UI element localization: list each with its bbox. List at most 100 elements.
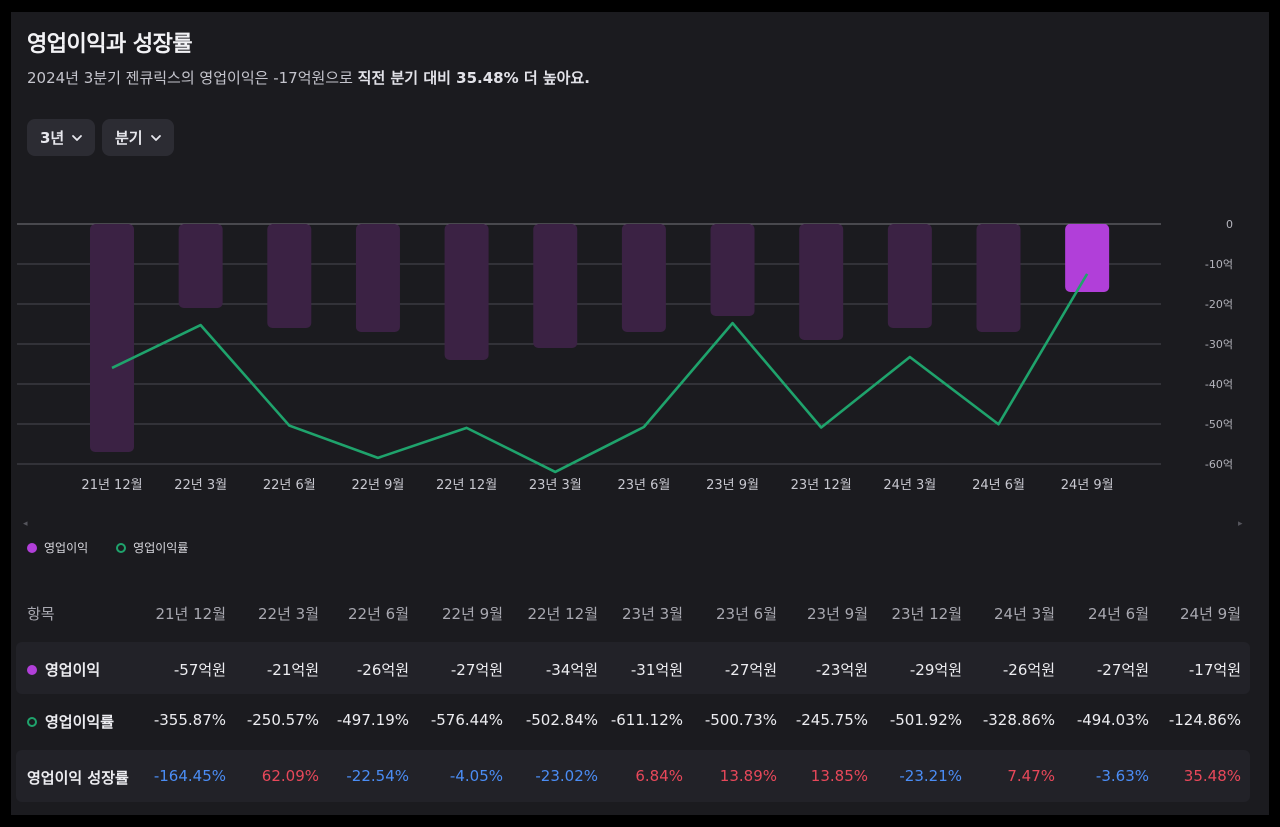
table-cell: -245.75% (795, 711, 868, 729)
table-cell: -31억원 (630, 661, 683, 679)
table-cell: -27억원 (1096, 661, 1149, 679)
table-cell: 35.48% (1183, 767, 1241, 785)
legend-label: 영업이익 (44, 541, 89, 555)
page-title: 영업이익과 성장률 (27, 32, 193, 57)
table-header-cell: 23년 6월 (716, 605, 777, 623)
bar-operating-income (710, 224, 755, 316)
x-tick-label: 23년 12월 (791, 478, 852, 493)
x-tick-label: 23년 6월 (617, 478, 670, 493)
x-tick-label: 23년 9월 (706, 478, 759, 493)
table-header-cell: 23년 12월 (891, 605, 962, 623)
table-header-cell: 24년 9월 (1180, 605, 1241, 623)
chart-panel: 영업이익과 성장률 2024년 3분기 젠큐릭스의 영업이익은 -17억원으로 … (11, 12, 1269, 815)
bar-operating-income (1065, 224, 1110, 292)
chevron-down-icon (150, 134, 161, 141)
table-cell: -23.21% (899, 767, 962, 785)
summary-text: 2024년 3분기 젠큐릭스의 영업이익은 -17억원으로 직전 분기 대비 3… (27, 67, 590, 88)
scroll-right-icon[interactable]: ▸ (1238, 519, 1243, 529)
y-tick-label: -50억 (1205, 418, 1233, 431)
period-label: 3년 (40, 129, 65, 147)
table-cell: -22.54% (346, 767, 409, 785)
interval-dropdown[interactable]: 분기 (102, 119, 174, 156)
table-cell: 62.09% (261, 767, 319, 785)
scroll-left-icon[interactable]: ◂ (23, 519, 28, 529)
table-cell: -501.92% (889, 711, 962, 729)
x-tick-label: 23년 3월 (529, 478, 582, 493)
chart-legend: 영업이익 영업이익률 (27, 539, 216, 556)
table-cell: -26억원 (1002, 661, 1055, 679)
table-header-cell: 22년 9월 (442, 605, 503, 623)
table-row-label: 영업이익률 (27, 711, 114, 732)
table-cell: -27억원 (450, 661, 503, 679)
table-cell: -164.45% (153, 767, 226, 785)
table-header-cell: 23년 3월 (622, 605, 683, 623)
table-header-label: 항목 (27, 605, 55, 623)
y-tick-label: -10억 (1205, 258, 1233, 271)
bar-operating-income (355, 224, 400, 332)
table-cell: -576.44% (430, 711, 503, 729)
legend-ring-icon (27, 716, 37, 727)
y-tick-label: -30억 (1205, 338, 1233, 351)
table-cell: -3.63% (1095, 767, 1149, 785)
y-tick-label: -20억 (1205, 298, 1233, 311)
table-cell: -23억원 (815, 661, 868, 679)
x-tick-label: 22년 12월 (436, 478, 497, 493)
chevron-down-icon (72, 134, 83, 141)
table-cell: -611.12% (610, 711, 683, 729)
summary-plain: 2024년 3분기 젠큐릭스의 영업이익은 -17억원으로 (27, 69, 358, 87)
x-tick-label: 22년 9월 (352, 478, 405, 493)
row-label-text: 영업이익 성장률 (27, 769, 129, 787)
legend-dot-icon (27, 664, 37, 675)
row-label-text: 영업이익률 (45, 713, 115, 731)
line-operating-margin (111, 273, 1089, 474)
table-header-cell: 24년 3월 (994, 605, 1055, 623)
table-row-label: 영업이익 성장률 (27, 767, 129, 788)
table-cell: -29억원 (909, 661, 962, 679)
interval-label: 분기 (115, 129, 143, 147)
bar-operating-income (178, 224, 223, 308)
table-cell: -497.19% (336, 711, 409, 729)
summary-bold: 직전 분기 대비 35.48% 더 높아요. (357, 69, 590, 87)
x-tick-label: 24년 9월 (1061, 478, 1114, 493)
table-row-bg (16, 642, 1250, 694)
table-cell: -57억원 (173, 661, 226, 679)
table-cell: 6.84% (635, 767, 683, 785)
table-cell: -355.87% (153, 711, 226, 729)
table-row-label: 영업이익 (27, 659, 100, 680)
chart-area: 0 -10억 -20억 -30억 -40억 -50억 -60억 21년 12월 22년 3월 22… (17, 218, 1233, 493)
table-header-cell: 22년 6월 (348, 605, 409, 623)
x-tick-label: 24년 3월 (883, 478, 936, 493)
bar-operating-income (887, 224, 932, 328)
legend-label: 영업이익률 (133, 541, 189, 555)
table-header-cell: 24년 6월 (1088, 605, 1149, 623)
legend-item-operating-income[interactable]: 영업이익 (27, 539, 88, 556)
legend-dot-icon (27, 542, 37, 553)
table-cell: -328.86% (982, 711, 1055, 729)
x-tick-label: 24년 6월 (972, 478, 1025, 493)
table-cell: -502.84% (525, 711, 598, 729)
table-header-cell: 23년 9월 (807, 605, 868, 623)
y-tick-label: -60억 (1205, 458, 1233, 471)
legend-ring-icon (116, 542, 127, 553)
bar-operating-income (533, 224, 578, 348)
y-tick-label: 0 (1226, 218, 1233, 231)
x-tick-label: 22년 3월 (174, 478, 227, 493)
bar-operating-income (976, 224, 1021, 332)
table-header-cell: 22년 12월 (527, 605, 598, 623)
bar-operating-income (267, 224, 312, 328)
table-cell: -4.05% (449, 767, 503, 785)
legend-item-margin[interactable]: 영업이익률 (116, 539, 188, 556)
table-header-cell: 21년 12월 (155, 605, 226, 623)
table-cell: -23.02% (535, 767, 598, 785)
table-cell: -250.57% (246, 711, 319, 729)
table-cell: 13.85% (810, 767, 868, 785)
x-tick-label: 22년 6월 (263, 478, 316, 493)
table-cell: -500.73% (704, 711, 777, 729)
table-cell: 13.89% (719, 767, 777, 785)
bar-operating-income (444, 224, 489, 360)
table-cell: 7.47% (1007, 767, 1055, 785)
period-dropdown[interactable]: 3년 (27, 119, 96, 156)
table-cell: -34억원 (545, 661, 598, 679)
bar-operating-income (90, 224, 134, 452)
table-cell: -27억원 (724, 661, 777, 679)
